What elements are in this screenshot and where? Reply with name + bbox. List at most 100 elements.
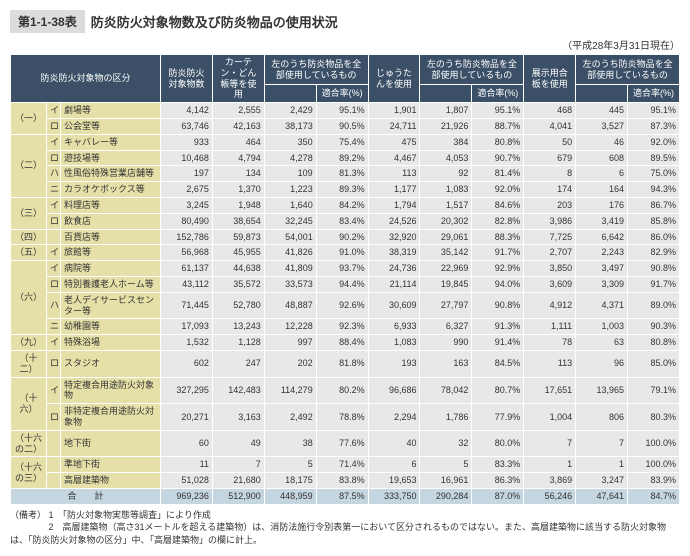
sub-cell: イ bbox=[47, 377, 61, 404]
value-cell: 71,445 bbox=[161, 292, 213, 319]
value-cell: 61,137 bbox=[161, 261, 213, 277]
col-carpet: じゅうたんを使用 bbox=[368, 55, 420, 103]
value-cell: 81.4% bbox=[472, 166, 524, 182]
table-row: （六）イ病院等61,13744,63841,80993.7%24,73622,9… bbox=[11, 261, 680, 277]
table-row: （十六）イ特定複合用途防火対象物327,295142,483114,27980.… bbox=[11, 377, 680, 404]
value-cell: 203 bbox=[524, 197, 576, 213]
value-cell: 24,736 bbox=[368, 261, 420, 277]
value-cell: 1,223 bbox=[264, 182, 316, 198]
value-cell: 92.0% bbox=[628, 134, 680, 150]
group-cell: （十二） bbox=[11, 350, 47, 377]
value-cell: 1 bbox=[576, 457, 628, 473]
col-curtain-fit: 左のうち防炎物品を全部使用しているもの bbox=[264, 55, 368, 85]
table-row: ニ幼稚園等17,09313,24312,22892.3%6,9336,32791… bbox=[11, 319, 680, 335]
name-cell: 特殊浴場 bbox=[61, 335, 161, 351]
sub-cell: ニ bbox=[47, 182, 61, 198]
value-cell: 6,642 bbox=[576, 229, 628, 245]
name-cell: 幼稚園等 bbox=[61, 319, 161, 335]
value-cell: 80.0% bbox=[472, 430, 524, 457]
value-cell: 21,926 bbox=[420, 118, 472, 134]
value-cell: 80.2% bbox=[316, 377, 368, 404]
value-cell: 3,986 bbox=[524, 213, 576, 229]
value-cell: 44,638 bbox=[212, 261, 264, 277]
value-cell: 38,654 bbox=[212, 213, 264, 229]
value-cell: 63,746 bbox=[161, 118, 213, 134]
value-cell: 2,675 bbox=[161, 182, 213, 198]
sub-cell: ロ bbox=[47, 350, 61, 377]
value-cell: 77.6% bbox=[316, 430, 368, 457]
value-cell: 89.2% bbox=[316, 150, 368, 166]
group-cell: （十六） bbox=[11, 377, 47, 430]
rate1: 適合率(%) bbox=[316, 85, 368, 103]
sub-cell: ロ bbox=[47, 276, 61, 292]
value-cell: 1,083 bbox=[420, 182, 472, 198]
value-cell: 32,245 bbox=[264, 213, 316, 229]
value-cell: 92.9% bbox=[472, 261, 524, 277]
value-cell: 89.0% bbox=[628, 292, 680, 319]
name-cell: 特別養護老人ホーム等 bbox=[61, 276, 161, 292]
value-cell: 91.3% bbox=[472, 319, 524, 335]
value-cell: 113 bbox=[368, 166, 420, 182]
group-cell: （三） bbox=[11, 197, 47, 229]
value-cell: 2,555 bbox=[212, 103, 264, 119]
value-cell: 94.3% bbox=[628, 182, 680, 198]
value-cell: 81.8% bbox=[316, 350, 368, 377]
value-cell: 95.1% bbox=[316, 103, 368, 119]
value-cell: 84.6% bbox=[472, 197, 524, 213]
value-cell: 88.4% bbox=[316, 335, 368, 351]
value-cell: 85.8% bbox=[628, 213, 680, 229]
value-cell: 83.3% bbox=[472, 457, 524, 473]
name-cell: 病院等 bbox=[61, 261, 161, 277]
name-cell: 地下街 bbox=[61, 430, 161, 457]
value-cell: 42,163 bbox=[212, 118, 264, 134]
value-cell: 2,429 bbox=[264, 103, 316, 119]
value-cell: 3,245 bbox=[161, 197, 213, 213]
sub-cell: イ bbox=[47, 261, 61, 277]
value-cell: 92.6% bbox=[316, 292, 368, 319]
group-cell: （六） bbox=[11, 261, 47, 335]
name-cell: 遊技場等 bbox=[61, 150, 161, 166]
value-cell: 350 bbox=[264, 134, 316, 150]
value-cell: 3,850 bbox=[524, 261, 576, 277]
value-cell: 21,114 bbox=[368, 276, 420, 292]
value-cell: 1,177 bbox=[368, 182, 420, 198]
value-cell: 56,968 bbox=[161, 245, 213, 261]
value-cell: 92.0% bbox=[472, 182, 524, 198]
table-title: 防炎防火対象物数及び防炎物品の使用状況 bbox=[91, 12, 338, 31]
value-cell: 33,573 bbox=[264, 276, 316, 292]
value-cell: 19,653 bbox=[368, 473, 420, 489]
value-cell: 468 bbox=[524, 103, 576, 119]
value-cell: 12,228 bbox=[264, 319, 316, 335]
value-cell: 35,572 bbox=[212, 276, 264, 292]
value-cell: 3,869 bbox=[524, 473, 576, 489]
value-cell: 84.5% bbox=[472, 350, 524, 377]
name-cell: 料理店等 bbox=[61, 197, 161, 213]
value-cell: 4,912 bbox=[524, 292, 576, 319]
value-cell: 45,955 bbox=[212, 245, 264, 261]
value-cell: 464 bbox=[212, 134, 264, 150]
value-cell: 32 bbox=[420, 430, 472, 457]
value-cell: 6,327 bbox=[420, 319, 472, 335]
value-cell: 24,711 bbox=[368, 118, 420, 134]
value-cell: 78.8% bbox=[316, 404, 368, 431]
value-cell: 59,873 bbox=[212, 229, 264, 245]
value-cell: 20,271 bbox=[161, 404, 213, 431]
total-value: 290,284 bbox=[420, 488, 472, 504]
value-cell: 94.4% bbox=[316, 276, 368, 292]
value-cell: 6 bbox=[368, 457, 420, 473]
value-cell: 93.7% bbox=[316, 261, 368, 277]
value-cell: 3,309 bbox=[576, 276, 628, 292]
value-cell: 83.9% bbox=[628, 473, 680, 489]
value-cell: 7 bbox=[212, 457, 264, 473]
value-cell: 1,807 bbox=[420, 103, 472, 119]
sub-cell: ハ bbox=[47, 292, 61, 319]
value-cell: 176 bbox=[576, 197, 628, 213]
value-cell: 100.0% bbox=[628, 457, 680, 473]
value-cell: 78,042 bbox=[420, 377, 472, 404]
total-label: 合 計 bbox=[11, 488, 161, 504]
name-cell: 高層建築物 bbox=[61, 473, 161, 489]
value-cell: 81.3% bbox=[316, 166, 368, 182]
value-cell: 247 bbox=[212, 350, 264, 377]
data-table: 防炎防火対象物の区分 防炎防火対象物数 カーテン・どん帳等を使用 左のうち防炎物… bbox=[10, 54, 680, 505]
value-cell: 52,780 bbox=[212, 292, 264, 319]
